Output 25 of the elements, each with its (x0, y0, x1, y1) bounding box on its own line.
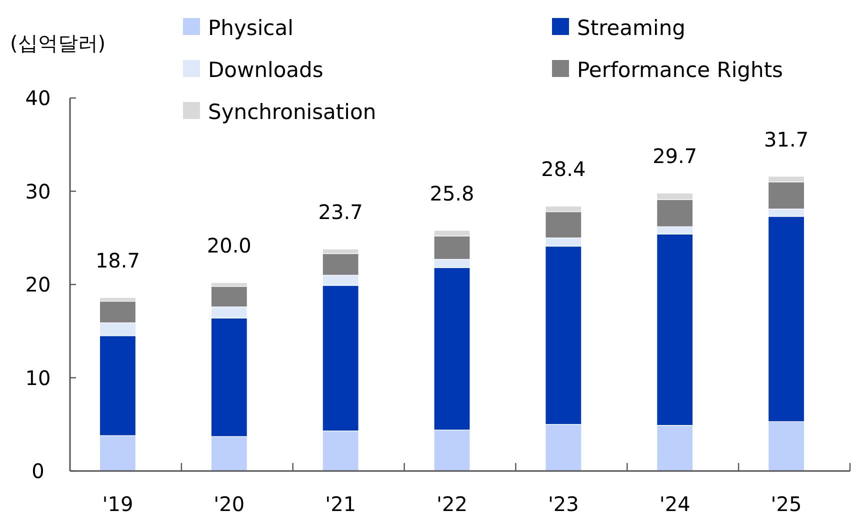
total-label: 23.7 (318, 200, 363, 224)
y-axis-title: (십억달러) (10, 31, 106, 55)
total-label: 25.8 (430, 181, 474, 206)
x-tick-label: '20 (214, 492, 245, 516)
x-tick-label: '23 (548, 492, 579, 516)
x-tick-label: '24 (659, 492, 690, 516)
total-label: 20.0 (206, 234, 252, 258)
legend-label: Performance Rights (577, 58, 783, 82)
y-tick-label: 0 (32, 459, 44, 483)
total-label: 29.7 (652, 144, 698, 168)
legend-label: Streaming (577, 16, 686, 40)
y-tick-label: 40 (25, 86, 51, 110)
y-tick-label: 10 (25, 366, 51, 390)
total-label: 28.4 (541, 157, 586, 182)
legend-label: Downloads (208, 58, 324, 82)
x-tick-label: '25 (770, 492, 802, 516)
y-tick-label: 30 (25, 179, 51, 204)
x-tick-label: '22 (436, 492, 468, 516)
total-label: 31.7 (764, 127, 809, 152)
y-tick-label: 20 (25, 272, 51, 296)
x-tick-label: '19 (102, 492, 134, 516)
total-label: 18.7 (95, 248, 140, 273)
legend-label: Physical (208, 16, 294, 40)
x-tick-label: '21 (325, 492, 356, 516)
legend-label: Synchronisation (208, 100, 376, 124)
